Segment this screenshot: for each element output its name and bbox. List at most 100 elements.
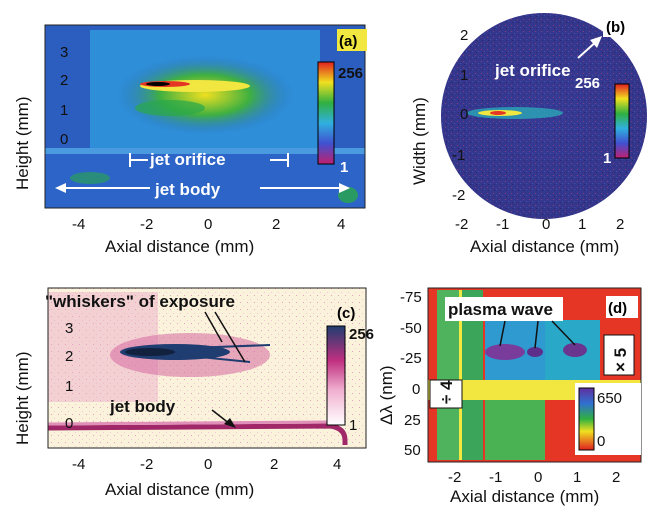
panel-c-whisker-2: [189, 355, 251, 363]
panel-c-annot-whiskers: "whiskers" of exposure: [45, 292, 235, 311]
panel-a-green-patch-2: [70, 172, 110, 184]
panel-c-whisker-arrow-2: [214, 311, 246, 363]
panel-c-border: [47, 287, 367, 449]
panel-a-label-box: [337, 29, 367, 51]
panel-d-plasma-arrow-2: [534, 320, 539, 349]
panel-b-xtick: -1: [496, 216, 509, 233]
panel-b-xtick: 2: [616, 216, 624, 233]
panel-d-plasma-blob-3: [563, 343, 587, 357]
panel-d-left-band: [437, 290, 459, 460]
panel-b-ylabel: Width (mm): [410, 97, 429, 185]
panel-b-xtick: -2: [455, 216, 468, 233]
panel-b-xtick: 0: [542, 216, 550, 233]
panel-d-border: [427, 287, 642, 463]
panel-b-cbar-min: 1: [603, 150, 611, 167]
panel-a-annot-orifice: jet orifice: [149, 150, 226, 169]
panel-c-label: (c): [337, 305, 355, 322]
panel-b-ytick: 0: [460, 106, 468, 123]
panel-d-annot-plasma: plasma wave: [448, 300, 553, 319]
panel-d-ytick: 25: [404, 412, 421, 429]
panel-d-center-lower: [485, 395, 545, 460]
panel-c-cbar-min: 1: [349, 417, 357, 434]
panel-c-jet-core-2: [125, 348, 175, 356]
panel-c-whisker-1: [189, 344, 271, 349]
panel-d-ytick: -75: [400, 289, 422, 306]
panel-b-ytick: -1: [452, 147, 465, 164]
panel-d-annot-divide: ÷ 4: [437, 380, 456, 404]
panel-d-xlabel: Axial distance (mm): [450, 487, 599, 506]
panel-b-ytick: 2: [460, 27, 468, 44]
panel-a-colorbar: [317, 61, 335, 165]
panel-d-cbar-min: 0: [597, 433, 605, 450]
panel-b-cbar-max: 256: [575, 75, 600, 92]
panel-a: 256 1 (a) jet orifice jet body 3 2 1 0 -…: [13, 24, 367, 256]
panel-c-ytick: 3: [65, 320, 73, 337]
panel-b-label: (b): [606, 19, 625, 36]
panel-b-ytick: 1: [460, 67, 468, 84]
panel-a-xtick: 0: [204, 216, 212, 233]
panel-c-xtick: -2: [140, 456, 153, 473]
panel-a-xtick: -2: [140, 216, 153, 233]
panel-a-body-edge: [45, 148, 365, 154]
panel-a-cbar-min: 1: [340, 159, 348, 176]
panel-b-ytick: -2: [452, 187, 465, 204]
panel-c-xtick: 2: [270, 456, 278, 473]
panel-d-cbar-max: 650: [597, 390, 622, 407]
panel-a-jet-glow: [115, 55, 295, 135]
panel-b-colorbar: [614, 83, 630, 159]
panel-c-body-arrowhead: [224, 418, 236, 428]
panel-c-ylabel: Height (mm): [13, 351, 32, 445]
panel-b-orifice-arrowhead: [590, 36, 602, 48]
panel-d-plasma-arrow-3: [551, 320, 576, 346]
panel-d-colorbar: [578, 387, 595, 451]
panel-a-body-arrowhead-r: [339, 183, 350, 193]
panel-a-xtick: -4: [72, 216, 85, 233]
panel-a-border: [44, 24, 366, 209]
panel-c-xtick: -4: [72, 456, 85, 473]
panel-a-xtick: 2: [272, 216, 280, 233]
panel-c-cbar-max: 256: [349, 326, 374, 343]
panel-d-xtick: 0: [534, 469, 542, 486]
panel-a-jet-peak: [146, 82, 170, 86]
panel-b-xtick: 1: [578, 216, 586, 233]
panel-b-annot-orifice: jet orifice: [494, 61, 571, 80]
panel-a-ylabel: Height (mm): [13, 96, 32, 190]
panel-a-annot-body: jet body: [154, 180, 221, 199]
panel-c: 256 1 (c) "whiskers" of exposure jet bod…: [13, 287, 374, 499]
panel-a-ytick: 2: [60, 72, 68, 89]
panel-d-xtick: -2: [448, 469, 461, 486]
panel-d-annot-box: [445, 297, 563, 321]
panel-d-annot-times: × 5: [611, 348, 630, 372]
panel-c-colorbar: [326, 325, 346, 426]
panel-a-green-patch: [135, 100, 205, 116]
panel-d-plasma-arrow-1: [499, 320, 506, 347]
panel-a-xlabel: Axial distance (mm): [105, 237, 254, 256]
panel-d-plasma-blob-2: [527, 347, 543, 357]
panel-d-ytick: -25: [400, 350, 422, 367]
panel-c-xlabel: Axial distance (mm): [105, 480, 254, 499]
panel-d-ylabel: Δλ (nm): [377, 365, 396, 425]
panel-a-body-arrowhead-l: [55, 183, 66, 193]
panel-c-xtick: 4: [333, 456, 341, 473]
panel-d-left-band-yellow: [459, 290, 462, 460]
panel-d-ytick: -50: [400, 320, 422, 337]
panel-d-ytick: 0: [412, 381, 420, 398]
panel-d-times-box: [603, 334, 635, 376]
panel-c-ytick: 1: [65, 378, 73, 395]
panel-c-whisker-arrow-1: [204, 311, 223, 343]
panel-b-label-box: [603, 15, 635, 37]
panel-b-xlabel: Axial distance (mm): [470, 237, 619, 256]
panel-c-ytick: 2: [65, 348, 73, 365]
panel-a-cbar-max: 256: [338, 65, 363, 82]
panel-d-xtick: 1: [573, 469, 581, 486]
panel-d-label-box: [606, 296, 638, 318]
panel-c-ytick: 0: [65, 415, 73, 432]
panel-a-ytick: 3: [60, 44, 68, 61]
panel-b: 256 1 (b) jet orifice 2 1 0 -1 -2 -2 -1 …: [410, 13, 647, 256]
panel-c-jet-body: [47, 423, 348, 445]
panel-d-divide-box: [429, 379, 463, 409]
panel-d-xtick: -1: [489, 469, 502, 486]
panel-c-xtick: 0: [204, 456, 212, 473]
panel-d-left-band-2: [461, 290, 483, 460]
